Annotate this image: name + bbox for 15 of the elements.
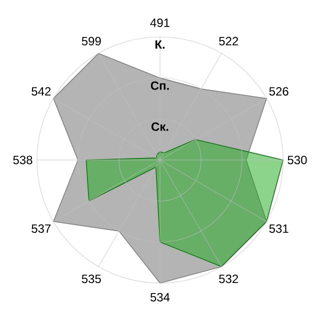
y-tick-label: Ск. [152,122,168,131]
spoke-label: 535 [82,274,101,284]
spoke-label: 599 [82,36,101,46]
spoke-label: 526 [269,87,288,96]
spoke-label: 538 [13,156,32,164]
y-tick-label: Сп. [150,81,169,90]
spoke-label: 542 [32,87,51,96]
spoke-label: 491 [150,18,170,28]
spoke-label: 531 [269,224,288,233]
spoke-label: 534 [150,292,170,302]
spoke-label: 522 [219,36,238,46]
y-tick-label: К. [155,40,165,49]
spoke-label: 532 [219,274,238,284]
spoke-label: 537 [32,224,51,233]
spoke-label: 530 [288,156,307,164]
